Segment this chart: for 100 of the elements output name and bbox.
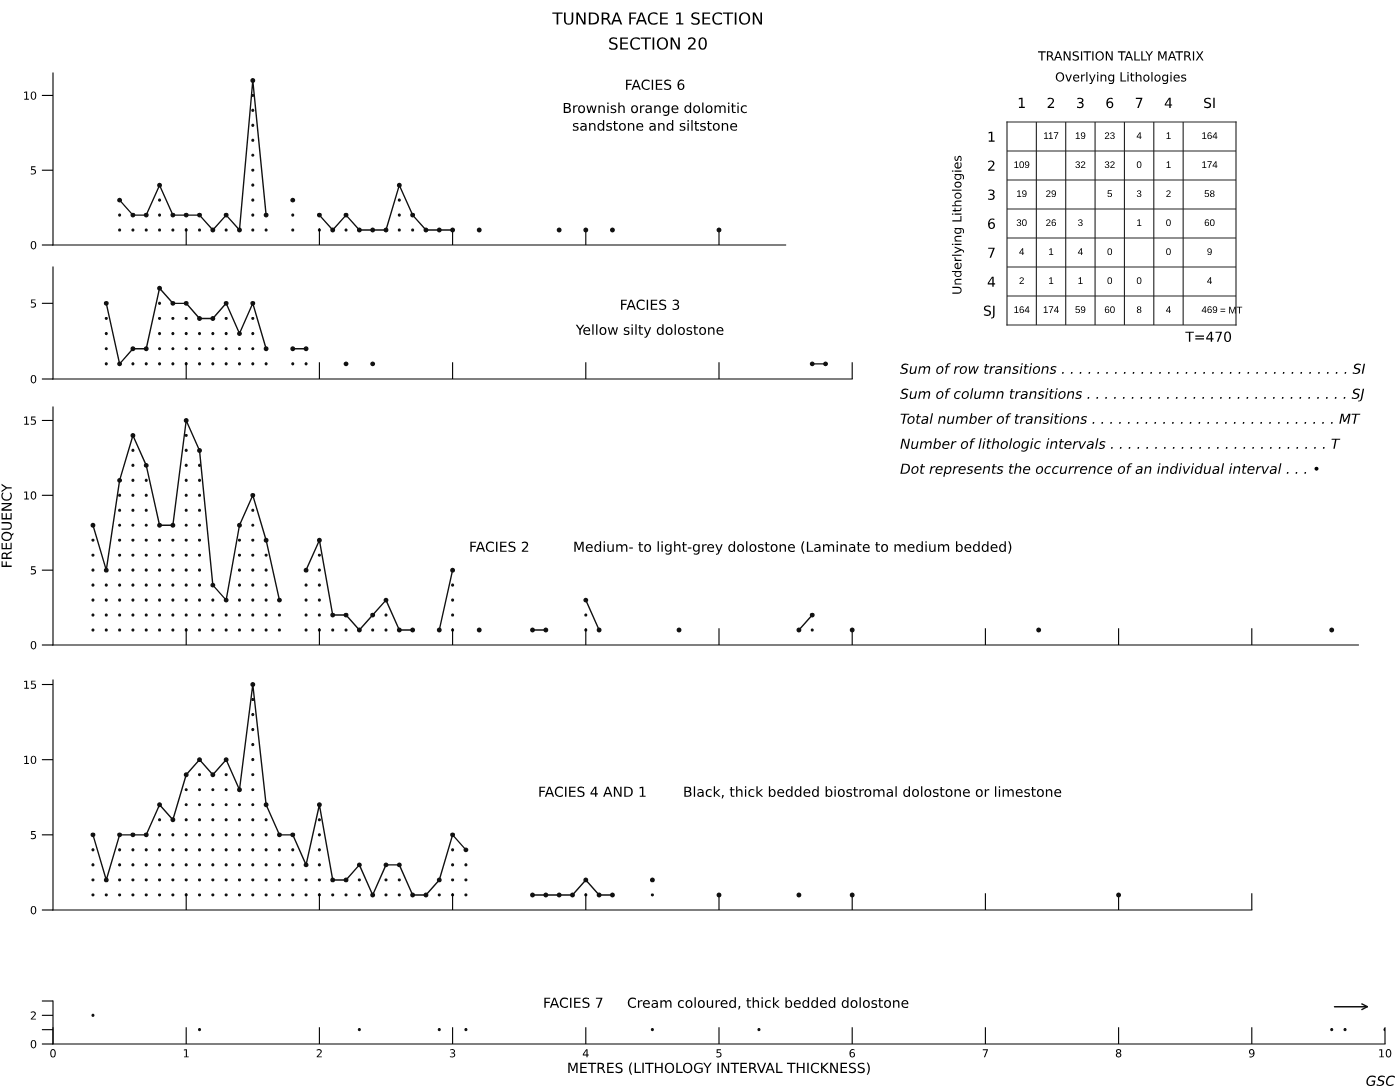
data-label: 2 xyxy=(1019,277,1024,285)
y-tick-label: 5 xyxy=(30,830,37,840)
x-tick-label: 2 xyxy=(1047,97,1055,108)
data-label: 0 xyxy=(1107,277,1113,285)
y-tick-label: 0 xyxy=(30,240,37,250)
chart-subtitle: SECTION 20 xyxy=(609,37,707,50)
x-tick-label: 7 xyxy=(1135,97,1143,108)
annotation: FACIES 6 xyxy=(626,79,685,91)
x-axis-title: METRES (LITHOLOGY INTERVAL THICKNESS) xyxy=(568,1062,870,1075)
x-tick-label: 6 xyxy=(1106,97,1114,109)
data-label: 2 xyxy=(1166,190,1171,198)
data-label: 4 xyxy=(1207,277,1212,285)
x-axis-title: Overlying Lithologies xyxy=(1055,71,1187,85)
x-tick-label: 4 xyxy=(582,1049,589,1058)
data-label: 3 xyxy=(1078,219,1083,227)
y-tick-label: 15 xyxy=(24,416,37,425)
x-tick-label: 3 xyxy=(449,1049,456,1058)
x-tick-label: SI xyxy=(1204,97,1215,109)
y-tick-label: 1 xyxy=(988,131,995,142)
data-label: 1 xyxy=(1166,132,1171,140)
annotation: FACIES 4 AND 1 xyxy=(539,786,646,798)
annotation: Brownish orange dolomitic sandstone and siltstone xyxy=(563,102,747,131)
chart-title: TRANSITION TALLY MATRIX xyxy=(1038,51,1204,61)
text: GSC xyxy=(1366,1075,1395,1087)
data-label: 58 xyxy=(1204,190,1215,198)
y-tick-label: 2 xyxy=(30,1011,36,1020)
y-axis-title: Underlying Lithologies xyxy=(951,155,965,294)
y-tick-label: SJ xyxy=(983,305,995,319)
text: Sum of column transitions . . . . . . . . . . . . . . . . . . . . . . . . . . . . . . SJ xyxy=(900,388,1365,402)
data-label: 5 xyxy=(1107,190,1113,198)
data-label: 4 xyxy=(1165,306,1171,314)
data-label: 19 xyxy=(1075,132,1086,140)
y-tick-label: 2 xyxy=(988,160,995,171)
x-tick-label: 0 xyxy=(50,1049,56,1058)
annotation: Medium- to light-grey dolostone (Laminate to medium bedded) xyxy=(574,541,1012,555)
y-tick-label: 5 xyxy=(30,166,37,175)
y-tick-label: 0 xyxy=(30,905,37,915)
data-label: 60 xyxy=(1204,219,1215,227)
annotation: FACIES 2 xyxy=(470,541,529,553)
x-tick-label: 1 xyxy=(1018,97,1025,108)
data-label: 59 xyxy=(1075,306,1086,314)
y-tick-label: 0 xyxy=(30,1039,37,1049)
data-label: 0 xyxy=(1166,248,1171,256)
y-tick-label: 6 xyxy=(988,218,996,229)
data-label: 32 xyxy=(1104,161,1115,169)
x-tick-label: 9 xyxy=(1248,1049,1255,1058)
x-tick-label: 8 xyxy=(1115,1049,1122,1058)
annotation: = MT xyxy=(1220,306,1243,314)
data-label: 0 xyxy=(1136,277,1142,285)
text: Sum of row transitions . . . . . . . . . . . . . . . . . . . . . . . . . . . . . . . . . SI xyxy=(900,363,1366,375)
y-axis-title: FREQUENCY xyxy=(1,483,14,567)
data-label: 8 xyxy=(1136,306,1142,314)
annotation: Total number of transitions . . . . . . . . . . . . . . . . . . . . . . . . . . . . MT xyxy=(900,413,1361,425)
data-label: 4 xyxy=(1077,248,1083,256)
data-label: 174 xyxy=(1043,306,1059,314)
x-tick-label: 6 xyxy=(849,1049,856,1058)
data-label: 4 xyxy=(1019,248,1025,256)
annotation: FACIES 3 xyxy=(621,299,680,311)
data-label: 117 xyxy=(1044,132,1059,140)
data-label: 26 xyxy=(1046,219,1057,227)
annotation: Cream coloured, thick bedded dolostone xyxy=(627,997,909,1010)
text: T=470 xyxy=(1185,331,1232,343)
x-tick-label: 1 xyxy=(183,1049,189,1058)
x-tick-label: 5 xyxy=(716,1049,722,1058)
chart-title: TUNDRA FACE 1 SECTION xyxy=(552,12,762,25)
data-label: 9 xyxy=(1207,248,1212,256)
data-label: 174 xyxy=(1202,161,1218,169)
data-label: 19 xyxy=(1017,190,1027,198)
data-label: 60 xyxy=(1104,306,1115,314)
annotation: FACIES 7 xyxy=(544,997,603,1009)
y-tick-label: 4 xyxy=(987,276,996,287)
data-label: 0 xyxy=(1136,161,1142,169)
data-label: 164 xyxy=(1014,306,1030,314)
y-tick-label: 3 xyxy=(988,189,995,200)
annotation: Yellow silty dolostone xyxy=(575,324,724,338)
y-tick-label: 10 xyxy=(24,91,37,100)
data-label: 23 xyxy=(1104,132,1115,140)
y-tick-label: 5 xyxy=(30,566,37,575)
data-label: 1 xyxy=(1137,219,1142,227)
data-label: 1 xyxy=(1078,277,1083,285)
y-tick-label: 5 xyxy=(30,299,37,308)
y-tick-label: 0 xyxy=(30,640,37,650)
x-tick-label: 10 xyxy=(1379,1049,1392,1058)
data-label: 164 xyxy=(1202,132,1218,140)
data-label: 3 xyxy=(1136,190,1142,198)
x-tick-label: 3 xyxy=(1077,97,1084,109)
data-label: 1 xyxy=(1049,277,1054,285)
data-label: 1 xyxy=(1166,161,1171,169)
annotation: Number of lithologic intervals . . . . . . . . . . . . . . . . . . . . . . . . . T xyxy=(900,438,1341,452)
y-tick-label: 15 xyxy=(24,680,37,689)
y-tick-label: 10 xyxy=(24,491,37,500)
y-tick-label: 10 xyxy=(24,755,37,765)
y-tick-label: 7 xyxy=(988,247,995,258)
annotation: Black, thick bedded biostromal dolostone or limestone xyxy=(684,786,1062,799)
data-label: 4 xyxy=(1136,132,1142,140)
data-label: 29 xyxy=(1046,190,1056,198)
y-tick-label: 0 xyxy=(30,374,37,384)
data-label: 1 xyxy=(1049,248,1054,256)
data-label: 32 xyxy=(1075,161,1086,169)
data-label: 0 xyxy=(1166,219,1171,227)
